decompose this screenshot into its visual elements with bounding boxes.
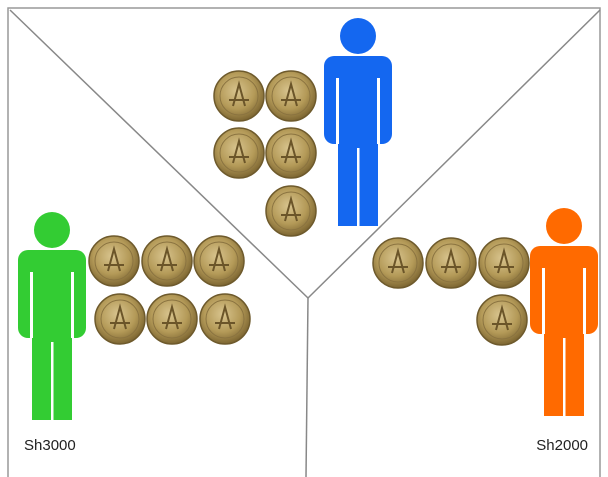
- divider: [9, 9, 309, 299]
- label-right: Sh2000: [536, 437, 588, 454]
- divider: [307, 9, 601, 299]
- coins-left: [88, 235, 251, 345]
- coins-top: [213, 70, 317, 237]
- person-orange: [530, 208, 598, 418]
- label-left: Sh3000: [24, 437, 76, 454]
- coins-right: [372, 237, 530, 346]
- divider: [305, 297, 309, 477]
- person-blue: [324, 18, 392, 228]
- border: [7, 7, 601, 477]
- person-green: [18, 212, 86, 422]
